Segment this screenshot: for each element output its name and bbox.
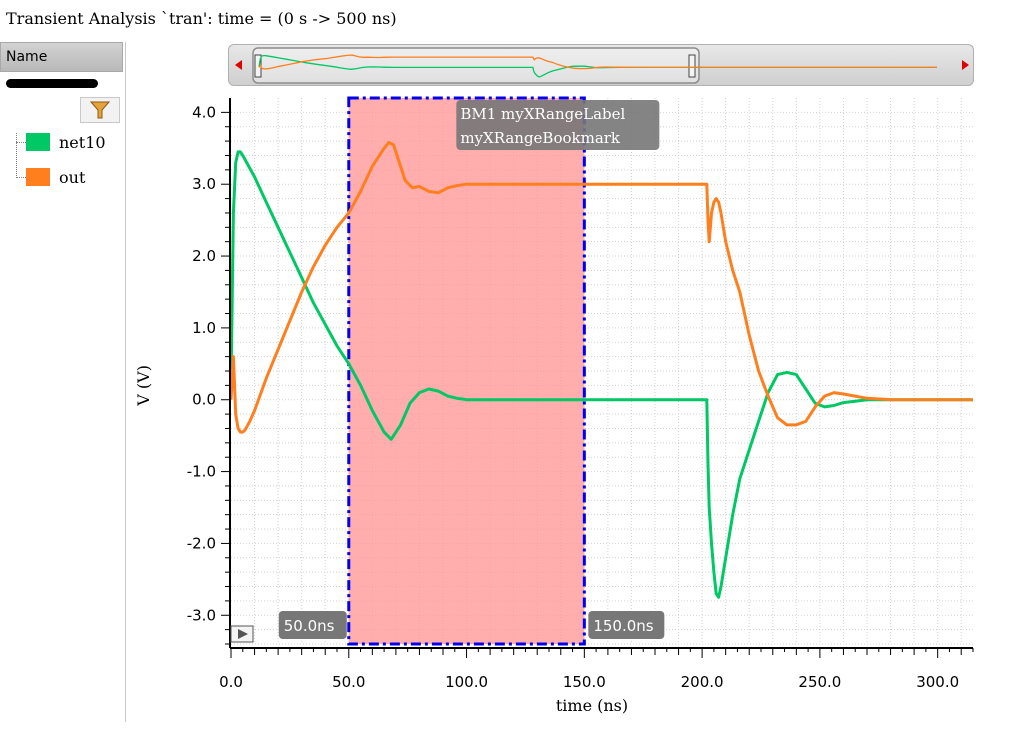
arrow-right-icon[interactable] (962, 60, 969, 70)
range-start-label: 50.0ns (284, 617, 335, 635)
range-end-label: 150.0ns (593, 617, 653, 635)
name-column-header[interactable]: Name (0, 42, 123, 72)
y-tick-label: 4.0 (192, 103, 216, 121)
y-axis-label: V (V) (134, 365, 153, 407)
x-tick-label: 300.0 (916, 673, 959, 691)
x-tick-label: 50.0 (332, 673, 365, 691)
out-label: out (59, 167, 86, 187)
overview-right-handle[interactable] (688, 54, 696, 78)
play-icon[interactable] (230, 625, 254, 643)
y-tick-label: 0.0 (192, 391, 216, 409)
tree-connector (16, 133, 17, 178)
bookmark-label-line1: BM1 myXRangeLabel (460, 105, 625, 123)
overview-trace-out (258, 54, 937, 70)
y-tick-label: 1.0 (192, 319, 216, 337)
bookmark-range-box[interactable] (347, 96, 586, 646)
x-tick-label: 150.0 (563, 673, 606, 691)
y-tick-label: 3.0 (192, 175, 216, 193)
net10-label: net10 (59, 132, 106, 152)
legend-item-net10[interactable]: net10 (16, 131, 106, 153)
funnel-icon (89, 101, 111, 119)
plot-title: Transient Analysis `tran': time = (0 s -… (6, 9, 397, 28)
signal-sidebar: Name net10 out (0, 42, 126, 722)
y-tick-label: -3.0 (187, 606, 216, 624)
bookmark-label-box[interactable] (456, 100, 660, 150)
bookmark-label-line2: myXRangeBookmark (460, 129, 621, 147)
x-tick-label: 100.0 (445, 673, 488, 691)
net10-swatch (26, 133, 50, 151)
range-start-box (278, 611, 347, 639)
legend-item-out[interactable]: out (16, 166, 85, 188)
arrow-left-icon[interactable] (235, 60, 242, 70)
out-swatch (26, 168, 50, 186)
x-tick-label: 200.0 (681, 673, 724, 691)
overview-trace-net10 (258, 54, 937, 78)
bookmark-labels: BM1 myXRangeLabel myXRangeBookmark 50.0n… (278, 100, 665, 639)
y-tick-label: -1.0 (187, 463, 216, 481)
overview-traces (258, 54, 937, 78)
series-line-net10[interactable] (229, 150, 973, 599)
y-tick-label: 2.0 (192, 247, 216, 265)
y-tick-label: -2.0 (187, 534, 216, 552)
series-group (229, 141, 973, 599)
axes: 4.0 3.0 2.0 1.0 0.0 -1.0 -2.0 -3.0 0.0 50.0 100.0 1… (187, 98, 974, 691)
series-line-out[interactable] (229, 141, 973, 434)
filter-button[interactable] (80, 97, 120, 123)
x-axis-label: time (ns) (556, 696, 628, 715)
x-tick-label: 0.0 (219, 673, 243, 691)
x-tick-label: 250.0 (798, 673, 841, 691)
name-filter-field[interactable] (6, 79, 98, 88)
grid (231, 98, 973, 645)
overview-scrollbar[interactable] (228, 44, 974, 86)
range-end-box (588, 611, 665, 639)
